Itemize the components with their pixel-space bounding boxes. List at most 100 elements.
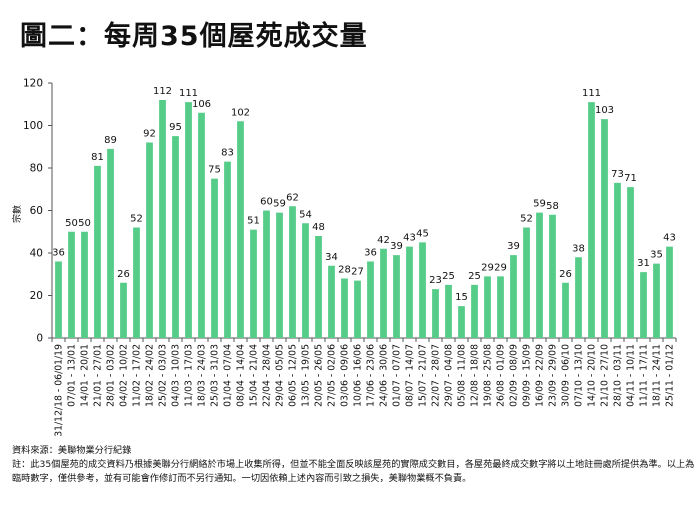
y-tick-label: 0 — [36, 333, 43, 345]
data-label: 36 — [52, 248, 65, 259]
bar — [354, 280, 361, 338]
bar — [614, 182, 621, 338]
bar — [627, 187, 634, 338]
bar — [302, 223, 309, 338]
x-tick-label: 25/02 - 03/03 — [158, 344, 169, 407]
data-label: 26 — [117, 269, 130, 280]
data-label: 43 — [663, 233, 676, 244]
bar — [523, 227, 530, 338]
x-tick-label: 21/01 - 27/01 — [93, 344, 104, 407]
data-label: 52 — [520, 214, 533, 225]
x-tick-label: 08/04 - 14/04 — [236, 344, 247, 407]
x-tick-label: 04/03 - 10/03 — [171, 344, 182, 407]
bar — [575, 257, 582, 338]
data-label: 43 — [403, 233, 416, 244]
source-note: 資料來源：美聯物業分行紀錄 — [12, 445, 132, 456]
data-label: 71 — [624, 173, 637, 184]
data-label: 39 — [507, 241, 520, 252]
bar — [653, 263, 660, 338]
bar — [432, 289, 439, 338]
x-tick-label: 15/07 - 21/07 — [418, 344, 429, 407]
y-tick-label: 120 — [23, 78, 43, 90]
x-tick-label: 01/04 - 07/04 — [223, 344, 234, 407]
bar — [419, 242, 426, 338]
data-label: 45 — [416, 228, 429, 239]
data-label: 25 — [468, 271, 481, 282]
bar — [328, 265, 335, 338]
data-label: 31 — [637, 258, 650, 269]
x-tick-label: 13/05 - 19/05 — [301, 344, 312, 407]
data-label: 95 — [169, 122, 182, 133]
bar — [549, 214, 556, 338]
y-tick-label: 100 — [23, 120, 43, 132]
x-tick-label: 25/03 - 31/03 — [210, 344, 221, 407]
y-axis-label: 宗數 — [11, 205, 23, 223]
x-tick-label: 18/11 - 24/11 — [652, 344, 663, 407]
x-tick-label: 27/05 - 02/06 — [327, 344, 338, 407]
bar — [146, 142, 153, 338]
bar — [367, 261, 374, 338]
bar — [185, 102, 192, 338]
bar — [341, 278, 348, 338]
x-tick-label: 22/04 - 28/04 — [262, 344, 273, 407]
x-tick-label: 07/10 - 13/10 — [574, 344, 585, 407]
bar — [289, 206, 296, 338]
data-label: 81 — [91, 152, 104, 163]
x-tick-label: 04/11 - 10/11 — [626, 344, 637, 407]
data-label: 26 — [559, 269, 572, 280]
data-label: 48 — [312, 222, 325, 233]
data-label: 23 — [429, 275, 442, 286]
x-tick-label: 11/03 - 17/03 — [184, 344, 195, 407]
bar — [640, 272, 647, 338]
data-label: 27 — [351, 267, 364, 278]
data-label: 38 — [572, 243, 585, 254]
bar — [497, 276, 504, 338]
data-label: 89 — [104, 135, 117, 146]
x-tick-label: 28/10 - 03/11 — [613, 344, 624, 407]
data-label: 75 — [208, 165, 221, 176]
x-tick-label: 28/01 - 03/02 — [106, 344, 117, 407]
data-label: 29 — [494, 262, 507, 273]
x-tick-label: 18/02 - 24/02 — [145, 344, 156, 407]
data-label: 50 — [65, 218, 78, 229]
bar — [94, 165, 101, 338]
x-tick-label: 11/11 - 17/11 — [639, 344, 650, 407]
y-tick-label: 60 — [30, 205, 43, 217]
bar — [55, 261, 62, 338]
x-tick-label: 23/09 - 29/09 — [548, 344, 559, 407]
x-tick-label: 11/02 - 17/02 — [132, 344, 143, 407]
bar — [68, 231, 75, 338]
bar — [159, 100, 166, 338]
bar — [445, 284, 452, 338]
y-tick-label: 20 — [30, 290, 43, 302]
data-label: 28 — [338, 265, 351, 276]
x-tick-label: 10/06 - 16/06 — [353, 344, 364, 407]
bar — [120, 282, 127, 338]
data-label: 51 — [247, 216, 260, 227]
bar — [536, 212, 543, 338]
x-tick-label: 08/07 - 14/07 — [405, 344, 416, 407]
bar — [510, 255, 517, 338]
x-tick-label: 20/05 - 26/05 — [314, 344, 325, 407]
x-tick-label: 15/04 - 21/04 — [249, 344, 260, 407]
x-tick-label: 29/04 - 05/05 — [275, 344, 286, 407]
data-label: 83 — [221, 148, 234, 159]
bar — [588, 102, 595, 338]
data-label: 50 — [78, 218, 91, 229]
bar — [211, 178, 218, 338]
data-label: 102 — [231, 107, 250, 118]
data-label: 112 — [153, 86, 172, 97]
bar — [263, 210, 270, 338]
x-tick-label: 01/07 - 07/07 — [392, 344, 403, 407]
page-title: 圖二：每周35個屋苑成交量 — [20, 21, 368, 52]
bar — [107, 148, 114, 338]
data-label: 62 — [286, 192, 299, 203]
data-label: 29 — [481, 262, 494, 273]
data-label: 54 — [299, 209, 312, 220]
x-tick-label: 19/08 - 25/08 — [483, 344, 494, 407]
bar — [458, 306, 465, 338]
x-tick-label: 29/07 - 04/08 — [444, 344, 455, 407]
bar — [81, 231, 88, 338]
